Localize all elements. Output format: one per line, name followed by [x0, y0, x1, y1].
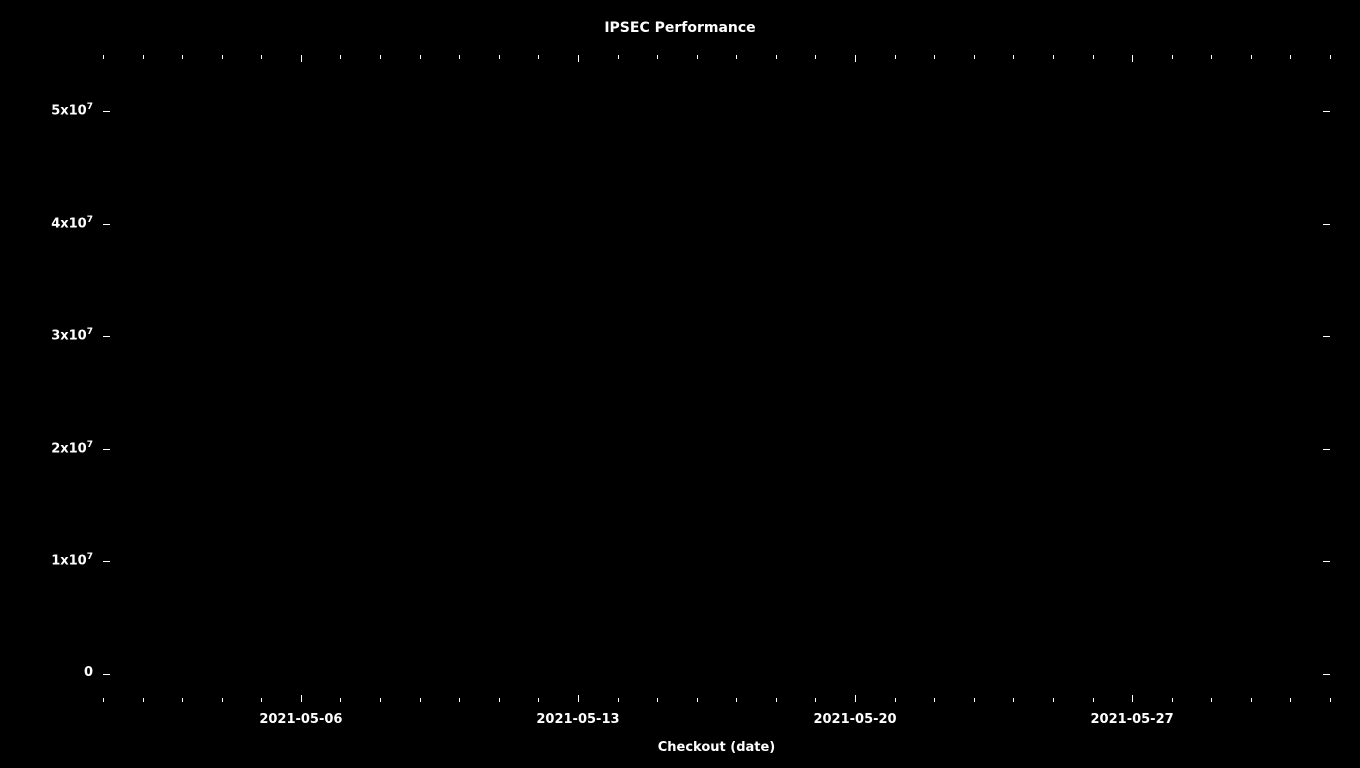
x-tick-minor-top: [657, 55, 658, 59]
y-tick-major: [103, 336, 110, 337]
x-tick-minor-top: [380, 55, 381, 59]
x-tick-minor: [538, 698, 539, 702]
y-tick-major: [103, 111, 110, 112]
x-tick-minor-top: [1093, 55, 1094, 59]
x-tick-minor: [657, 698, 658, 702]
x-tick-major: [301, 695, 302, 702]
x-tick-minor: [1013, 698, 1014, 702]
y-tick-major-right: [1323, 224, 1330, 225]
x-tick-minor-top: [1290, 55, 1291, 59]
x-tick-minor-top: [103, 55, 104, 59]
y-tick-label: 4x107: [13, 215, 93, 231]
x-tick-minor: [182, 698, 183, 702]
x-tick-major-top: [1132, 55, 1133, 62]
x-tick-minor-top: [776, 55, 777, 59]
y-tick-major: [103, 674, 110, 675]
y-tick-major-right: [1323, 111, 1330, 112]
x-tick-minor: [895, 698, 896, 702]
x-tick-minor: [934, 698, 935, 702]
x-tick-major: [1132, 695, 1133, 702]
x-tick-minor: [618, 698, 619, 702]
x-tick-major-top: [578, 55, 579, 62]
x-tick-minor: [380, 698, 381, 702]
y-tick-major-right: [1323, 336, 1330, 337]
x-tick-minor-top: [538, 55, 539, 59]
x-tick-major-top: [855, 55, 856, 62]
x-tick-minor: [1211, 698, 1212, 702]
x-tick-minor-top: [1053, 55, 1054, 59]
x-tick-minor: [1172, 698, 1173, 702]
x-tick-minor: [143, 698, 144, 702]
x-tick-minor: [261, 698, 262, 702]
x-tick-major: [855, 695, 856, 702]
y-tick-major-right: [1323, 674, 1330, 675]
x-tick-minor: [340, 698, 341, 702]
x-tick-minor-top: [261, 55, 262, 59]
x-tick-minor-top: [340, 55, 341, 59]
x-tick-minor: [697, 698, 698, 702]
x-tick-minor-top: [1013, 55, 1014, 59]
x-tick-minor-top: [1330, 55, 1331, 59]
x-tick-minor: [1053, 698, 1054, 702]
x-tick-minor-top: [1251, 55, 1252, 59]
y-tick-major: [103, 224, 110, 225]
x-tick-minor: [499, 698, 500, 702]
x-tick-minor: [776, 698, 777, 702]
x-tick-minor-top: [1172, 55, 1173, 59]
x-tick-minor-top: [815, 55, 816, 59]
x-tick-major-top: [301, 55, 302, 62]
x-tick-label: 2021-05-20: [813, 712, 896, 727]
chart-title: IPSEC Performance: [0, 20, 1360, 36]
x-tick-minor: [736, 698, 737, 702]
y-tick-label: 5x107: [13, 102, 93, 118]
x-tick-minor-top: [182, 55, 183, 59]
plot-area: [103, 55, 1330, 702]
x-tick-minor-top: [895, 55, 896, 59]
x-tick-label: 2021-05-06: [259, 712, 342, 727]
y-tick-major-right: [1323, 561, 1330, 562]
y-tick-label: 2x107: [13, 440, 93, 456]
y-tick-major-right: [1323, 449, 1330, 450]
x-tick-minor-top: [618, 55, 619, 59]
x-tick-minor-top: [459, 55, 460, 59]
y-tick-label: 0: [13, 665, 93, 680]
x-tick-major: [578, 695, 579, 702]
y-tick-label: 1x107: [13, 552, 93, 568]
y-tick-major: [103, 561, 110, 562]
x-tick-minor-top: [697, 55, 698, 59]
x-tick-minor: [1330, 698, 1331, 702]
x-tick-minor: [103, 698, 104, 702]
x-axis-label: Checkout (date): [103, 740, 1330, 755]
x-tick-minor-top: [222, 55, 223, 59]
y-tick-major: [103, 449, 110, 450]
x-tick-minor: [1093, 698, 1094, 702]
x-tick-minor: [459, 698, 460, 702]
x-tick-minor-top: [420, 55, 421, 59]
x-tick-minor-top: [499, 55, 500, 59]
x-tick-label: 2021-05-27: [1091, 712, 1174, 727]
x-tick-minor: [1251, 698, 1252, 702]
x-tick-minor: [974, 698, 975, 702]
x-tick-minor-top: [143, 55, 144, 59]
x-tick-minor-top: [736, 55, 737, 59]
x-tick-minor-top: [1211, 55, 1212, 59]
x-tick-minor: [420, 698, 421, 702]
chart-container: IPSEC Performance bits/sec Checkout (dat…: [0, 0, 1360, 768]
x-tick-minor-top: [934, 55, 935, 59]
x-tick-minor-top: [974, 55, 975, 59]
x-tick-minor: [222, 698, 223, 702]
x-tick-minor: [815, 698, 816, 702]
x-tick-minor: [1290, 698, 1291, 702]
y-tick-label: 3x107: [13, 327, 93, 343]
x-tick-label: 2021-05-13: [536, 712, 619, 727]
